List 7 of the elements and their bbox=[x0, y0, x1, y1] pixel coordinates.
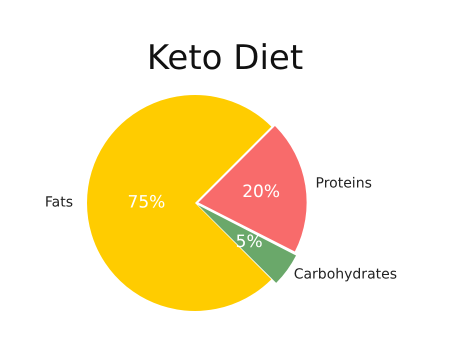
data-label: 75% bbox=[128, 192, 166, 212]
slice-label: Proteins bbox=[316, 176, 372, 192]
slice-label: Fats bbox=[44, 194, 73, 211]
slice-label: Carbohydrates bbox=[294, 266, 398, 282]
data-label: 5% bbox=[236, 232, 263, 252]
chart-title: Keto Diet bbox=[146, 37, 304, 78]
data-label: 20% bbox=[242, 182, 280, 202]
